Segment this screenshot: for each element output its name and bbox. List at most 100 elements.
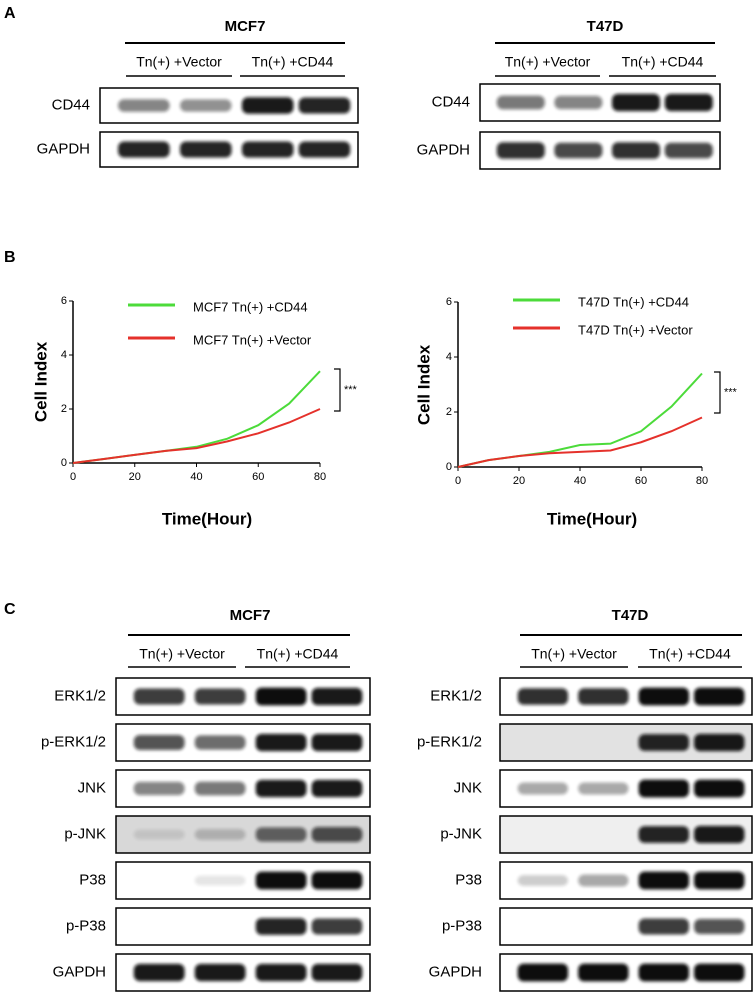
significance-bracket bbox=[714, 371, 721, 414]
row-label: GAPDH bbox=[37, 140, 90, 157]
band bbox=[694, 733, 745, 752]
band bbox=[241, 97, 294, 114]
band bbox=[517, 688, 569, 705]
x-axis-title: Time(Hour) bbox=[547, 509, 637, 528]
group-label: Tn(+) +Vector bbox=[531, 646, 617, 662]
row-label: P38 bbox=[455, 871, 482, 888]
band bbox=[517, 963, 569, 982]
band bbox=[517, 875, 569, 886]
series-line bbox=[457, 416, 703, 468]
band bbox=[311, 733, 363, 752]
band bbox=[241, 141, 294, 158]
series-line bbox=[72, 408, 321, 464]
band bbox=[133, 688, 185, 705]
band bbox=[255, 827, 307, 842]
panel-label: B bbox=[4, 249, 16, 266]
band bbox=[612, 93, 660, 112]
y-tick-label: 4 bbox=[61, 349, 67, 361]
row-label: GAPDH bbox=[53, 963, 106, 980]
panel-label: C bbox=[4, 601, 16, 618]
x-tick-label: 0 bbox=[70, 471, 76, 483]
band bbox=[578, 963, 629, 982]
x-tick-label: 0 bbox=[455, 475, 461, 487]
legend-label: MCF7 Tn(+) +Vector bbox=[193, 332, 312, 347]
y-tick-label: 4 bbox=[446, 351, 452, 363]
band bbox=[694, 687, 745, 706]
band bbox=[694, 871, 745, 890]
blot-title: MCF7 bbox=[225, 18, 266, 35]
band bbox=[194, 829, 246, 840]
band bbox=[554, 95, 603, 110]
row-label: p-P38 bbox=[442, 917, 482, 934]
band bbox=[255, 963, 307, 982]
y-tick-label: 2 bbox=[446, 406, 452, 418]
band bbox=[311, 826, 363, 843]
y-tick-label: 0 bbox=[446, 461, 452, 473]
significance-bracket bbox=[334, 368, 341, 412]
x-tick-label: 80 bbox=[314, 471, 326, 483]
band bbox=[664, 93, 713, 112]
band bbox=[638, 734, 689, 751]
row-label: CD44 bbox=[432, 93, 470, 110]
x-tick-label: 60 bbox=[252, 471, 264, 483]
band bbox=[298, 141, 351, 158]
row-label: GAPDH bbox=[417, 141, 470, 158]
band bbox=[133, 829, 185, 840]
band bbox=[311, 918, 363, 935]
band bbox=[664, 142, 713, 159]
legend-label: MCF7 Tn(+) +CD44 bbox=[193, 299, 308, 314]
group-label: Tn(+) +CD44 bbox=[257, 646, 339, 662]
blot-title: T47D bbox=[587, 18, 624, 35]
band bbox=[298, 97, 351, 114]
row-label: p-JNK bbox=[64, 825, 106, 842]
group-label: Tn(+) +Vector bbox=[136, 54, 222, 70]
series-line bbox=[457, 372, 703, 468]
blot-title: T47D bbox=[612, 607, 649, 624]
band bbox=[179, 141, 232, 158]
band bbox=[311, 779, 363, 798]
legend-label: T47D Tn(+) +Vector bbox=[578, 322, 693, 337]
group-label: Tn(+) +Vector bbox=[139, 646, 225, 662]
band bbox=[118, 99, 170, 112]
band bbox=[496, 142, 545, 159]
row-label: ERK1/2 bbox=[430, 687, 482, 704]
row-label: GAPDH bbox=[429, 963, 482, 980]
band bbox=[311, 871, 363, 890]
band bbox=[133, 963, 185, 982]
y-tick-label: 6 bbox=[61, 295, 67, 307]
band bbox=[578, 782, 629, 795]
x-tick-label: 20 bbox=[513, 475, 525, 487]
band bbox=[638, 918, 689, 935]
row-label: p-ERK1/2 bbox=[41, 733, 106, 750]
band bbox=[133, 734, 185, 751]
band bbox=[179, 99, 232, 112]
band bbox=[194, 735, 246, 750]
x-axis-title: Time(Hour) bbox=[162, 509, 252, 528]
group-label: Tn(+) +CD44 bbox=[649, 646, 731, 662]
band bbox=[578, 688, 629, 705]
band bbox=[638, 687, 689, 706]
annotation: *** bbox=[344, 384, 358, 396]
band bbox=[638, 779, 689, 798]
band bbox=[694, 918, 745, 935]
row-label: P38 bbox=[79, 871, 106, 888]
blot-title: MCF7 bbox=[230, 607, 271, 624]
band bbox=[517, 782, 569, 795]
band bbox=[638, 871, 689, 890]
band bbox=[194, 688, 246, 705]
legend-label: T47D Tn(+) +CD44 bbox=[578, 294, 689, 309]
band bbox=[133, 781, 185, 796]
band bbox=[255, 687, 307, 706]
band bbox=[194, 963, 246, 982]
row-label: JNK bbox=[78, 779, 106, 796]
row-label: p-P38 bbox=[66, 917, 106, 934]
row-label: JNK bbox=[454, 779, 482, 796]
band bbox=[638, 963, 689, 982]
band bbox=[255, 918, 307, 935]
row-label: p-ERK1/2 bbox=[417, 733, 482, 750]
y-axis-title: Cell Index bbox=[414, 344, 433, 425]
series-line bbox=[72, 370, 321, 464]
band bbox=[255, 871, 307, 890]
x-tick-label: 80 bbox=[696, 475, 708, 487]
